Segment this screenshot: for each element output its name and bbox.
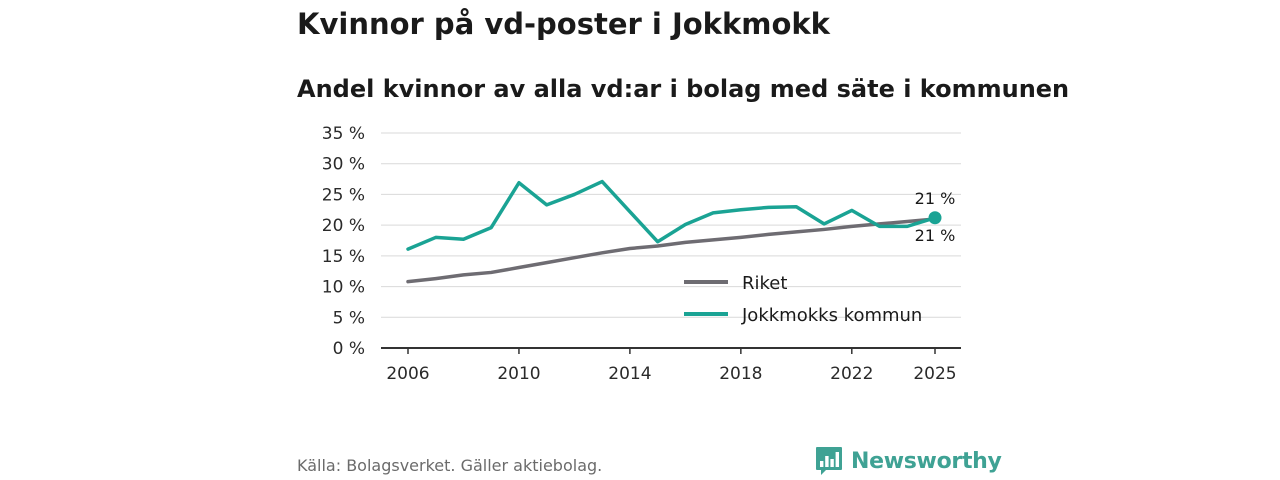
chart-title: Kvinnor på vd-poster i Jokkmokk bbox=[297, 7, 830, 41]
series-line-riket bbox=[406, 217, 937, 284]
legend-label-jokkmokks-kommun: Jokkmokks kommun bbox=[741, 305, 922, 326]
y-tick-label: 30 % bbox=[322, 155, 365, 175]
x-tick-label: 2014 bbox=[608, 364, 651, 384]
x-tick-label: 2025 bbox=[913, 364, 956, 384]
y-tick-label: 20 % bbox=[322, 216, 365, 236]
series-line-jokkmokks-kommun bbox=[406, 179, 937, 251]
y-tick-label: 0 % bbox=[333, 339, 365, 359]
source-note: Källa: Bolagsverket. Gäller aktiebolag. bbox=[297, 456, 603, 475]
chart-subtitle: Andel kvinnor av alla vd:ar i bolag med … bbox=[297, 75, 1070, 103]
x-tick-label: 2022 bbox=[830, 364, 873, 384]
y-tick-label: 25 % bbox=[322, 185, 365, 205]
x-tick-label: 2010 bbox=[497, 364, 540, 384]
x-tick-label: 2006 bbox=[386, 364, 429, 384]
end-point-jokkmokks-kommun bbox=[928, 211, 942, 225]
bar-chart-icon bbox=[816, 447, 842, 475]
newsworthy-logo[interactable]: Newsworthy bbox=[815, 446, 1002, 476]
end-value-label: 21 % bbox=[915, 189, 956, 208]
y-tick-label: 5 % bbox=[333, 308, 365, 328]
y-tick-label: 15 % bbox=[322, 247, 365, 267]
end-value-label: 21 % bbox=[915, 226, 956, 245]
brand-name: Newsworthy bbox=[851, 448, 1002, 474]
y-tick-label: 35 % bbox=[322, 124, 365, 144]
y-tick-label: 10 % bbox=[322, 278, 365, 298]
legend-label-riket: Riket bbox=[742, 273, 787, 294]
x-tick-label: 2018 bbox=[719, 364, 762, 384]
